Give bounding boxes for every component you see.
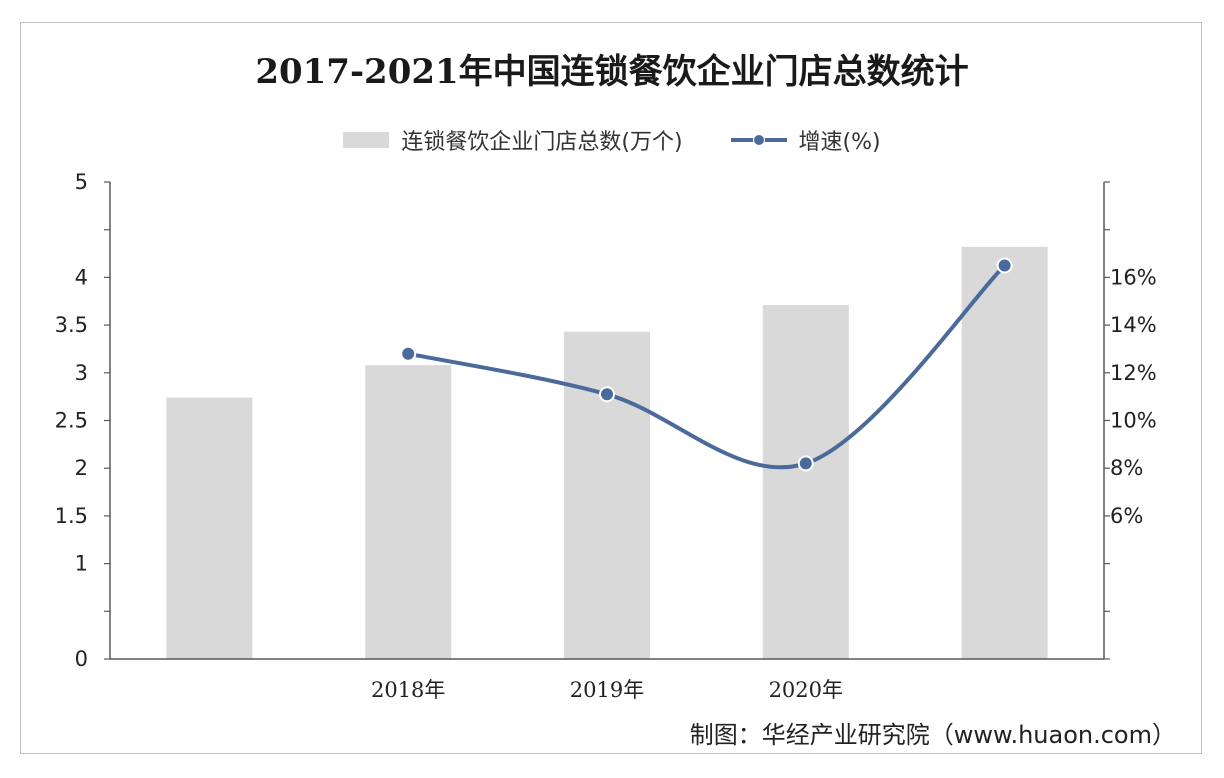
- growth-point-1: [599, 386, 615, 403]
- source-note: 制图：华经产业研究院（www.huaon.com）: [689, 721, 1176, 749]
- right-tick-label: 8%: [1110, 456, 1143, 480]
- legend: 连锁餐饮企业门店总数(万个) 增速(%): [0, 122, 1224, 158]
- legend-item-bar: 连锁餐饮企业门店总数(万个): [343, 124, 683, 156]
- right-tick-label: 16%: [1110, 265, 1157, 289]
- right-tick-label: 6%: [1110, 504, 1143, 528]
- legend-item-line: 增速(%): [730, 124, 881, 156]
- growth-point-0: [400, 345, 417, 362]
- left-tick-label: 3.5: [55, 313, 88, 337]
- left-tick-label: 1: [75, 552, 88, 576]
- left-tick-label: 2: [75, 456, 88, 480]
- left-tick-label: 5: [75, 170, 88, 194]
- legend-bar-swatch: [343, 132, 390, 148]
- x-tick-label: 2019年: [570, 678, 644, 702]
- left-tick-label: 4: [75, 265, 88, 289]
- right-tick-label: 10%: [1110, 409, 1157, 433]
- growth-point-2: [797, 455, 814, 472]
- left-tick-label: 2.5: [55, 409, 88, 433]
- left-tick-label: 0: [75, 647, 88, 671]
- bar-2: [564, 331, 650, 659]
- growth-line: [407, 264, 1007, 470]
- x-tick-label: 2018年: [371, 678, 445, 702]
- legend-line-label: 增速(%): [798, 130, 881, 155]
- legend-line-marker: [730, 132, 787, 148]
- legend-bar-label: 连锁餐饮企业门店总数(万个): [401, 130, 683, 155]
- right-tick-label: 12%: [1110, 361, 1157, 385]
- x-tick-label: 2020年: [769, 678, 843, 702]
- bar-0: [166, 397, 253, 659]
- left-tick-label: 1.5: [55, 504, 88, 528]
- right-tick-label: 14%: [1110, 313, 1157, 337]
- left-tick-label: 3: [75, 361, 88, 385]
- bar-1: [365, 365, 452, 659]
- growth-point-3: [996, 257, 1013, 274]
- bar-3: [762, 305, 849, 659]
- bar-4: [961, 246, 1048, 659]
- chart-title: 2017-2021年中国连锁餐饮企业门店总数统计: [255, 52, 969, 92]
